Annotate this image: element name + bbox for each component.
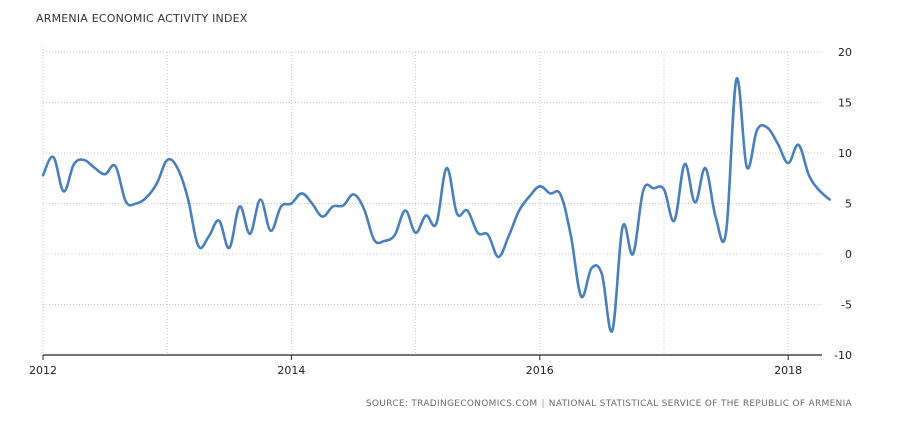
source-footer: SOURCE: TRADINGECONOMICS.COM | NATIONAL ST… — [0, 399, 852, 409]
x-tick-label: 2016 — [526, 364, 554, 377]
y-tick-label: 5 — [845, 198, 852, 211]
y-tick-label: 20 — [838, 46, 852, 59]
source-separator: | — [541, 399, 545, 409]
chart-title: ARMENIA ECONOMIC ACTIVITY INDEX — [36, 12, 248, 25]
y-tick-label: -10 — [834, 349, 852, 362]
y-tick-label: 0 — [845, 248, 852, 261]
source-label: SOURCE: TRADINGECONOMICS.COM — [365, 399, 538, 409]
series-line — [41, 77, 831, 333]
source-org: NATIONAL STATISTICAL SERVICE OF THE REPU… — [548, 399, 852, 409]
x-tick-label: 2014 — [277, 364, 305, 377]
y-tick-label: -5 — [841, 299, 852, 312]
y-tick-label: 10 — [838, 147, 852, 160]
x-tick-label: 2018 — [774, 364, 802, 377]
y-tick-label: 15 — [838, 97, 852, 110]
x-tick-label: 2012 — [29, 364, 57, 377]
